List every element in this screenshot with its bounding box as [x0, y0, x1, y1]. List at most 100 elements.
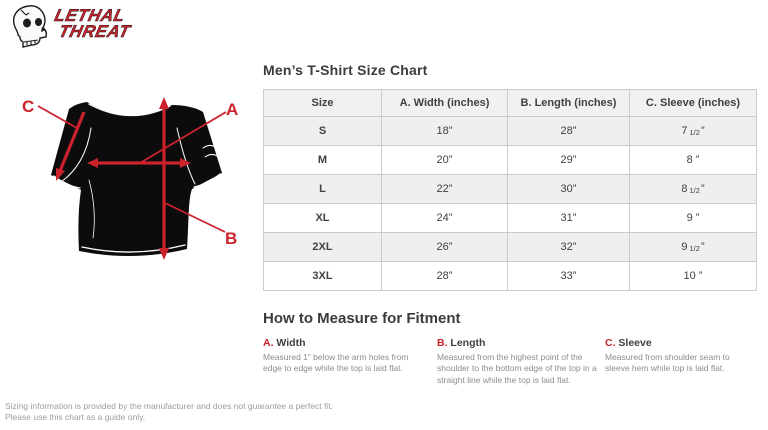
diagram-labels: A B C [22, 97, 238, 248]
measure-item-heading: C. Sleeve [605, 337, 756, 349]
size-value: 3XL [263, 261, 382, 291]
bottom-hem-line [81, 244, 186, 253]
length-value: 32” [507, 232, 630, 262]
measure-guide-columns: A. Width Measured 1” below the arm holes… [263, 337, 756, 386]
brand-wordmark: LETHAL THREAT [49, 6, 135, 41]
measure-item-letter: B. [437, 337, 448, 349]
sleeve-whole: 10 [683, 270, 696, 282]
table-row-m: M 20” 29” 8” [263, 145, 757, 175]
size-value: S [263, 116, 382, 146]
width-value: 18” [381, 116, 508, 146]
width-value: 26” [381, 232, 508, 262]
measure-item-letter: A. [263, 337, 274, 349]
table-row-2xl: 2XL 26” 32” 9 1/2” [263, 232, 757, 262]
collar-back-line [99, 99, 161, 106]
column-header-size: Size [263, 89, 382, 117]
size-chart-table: Size A. Width (inches) B. Length (inches… [263, 89, 757, 291]
sleeve-whole: 8 [686, 154, 693, 166]
measure-item-length: B. Length Measured from the highest poin… [437, 337, 605, 386]
sleeve-value: 9 1/2” [629, 232, 757, 262]
sleeve-value: 8” [629, 145, 757, 175]
label-b: B [225, 229, 237, 248]
sleeve-fraction: 1/2 [689, 128, 700, 137]
measure-item-sleeve: C. Sleeve Measured from shoulder seam to… [605, 337, 756, 386]
body-fold-line [88, 179, 95, 239]
skull-eye-right [35, 18, 42, 26]
sleeve-whole: 9 [681, 241, 688, 253]
size-value: M [263, 145, 382, 175]
sleeve-value: 9” [629, 203, 757, 233]
size-value: L [263, 174, 382, 204]
width-arrowhead-left [87, 158, 98, 168]
width-value: 22” [381, 174, 508, 204]
length-value: 28” [507, 116, 630, 146]
left-sleeve-seam-line [60, 127, 92, 183]
skull-icon [12, 5, 48, 48]
width-value: 24” [381, 203, 508, 233]
sleeve-whole: 9 [686, 212, 693, 224]
sleeve-unit: ” [700, 183, 705, 195]
measure-item-letter: C. [605, 337, 616, 349]
label-a: A [226, 100, 238, 119]
disclaimer-line2: Please use this chart as a guide only. [5, 412, 146, 423]
tshirt-body [51, 102, 222, 257]
sleeve-unit: ” [700, 241, 705, 253]
disclaimer-line1: Sizing information is provided by the ma… [5, 401, 333, 411]
label-c: C [22, 97, 34, 116]
content-column: Men’s T-Shirt Size Chart Size A. Width (… [263, 62, 757, 386]
measure-item-width: A. Width Measured 1” below the arm holes… [263, 337, 437, 386]
sleeve-arrowhead [56, 168, 65, 181]
brand-line2: THREAT [57, 21, 133, 41]
sleeve-value: 8 1/2” [629, 174, 757, 204]
width-arrowhead-right [180, 158, 191, 168]
length-value: 29” [507, 145, 630, 175]
size-value: 2XL [263, 232, 382, 262]
tshirt-measurement-diagram: A B C [22, 97, 238, 260]
skull-nose [41, 27, 46, 32]
column-header-sleeve: C. Sleeve (inches) [629, 89, 757, 117]
sleeve-fold-lines [202, 144, 221, 160]
length-value: 33” [507, 261, 630, 291]
measure-item-description: Measured from shoulder seam to sleeve he… [605, 352, 730, 374]
sleeve-unit: ” [698, 270, 703, 282]
right-sleeve-hem-line [193, 173, 221, 188]
brand-logo: LETHAL THREAT [8, 4, 132, 50]
measure-item-heading: A. Width [263, 337, 437, 349]
tshirt-detail-lines [53, 99, 221, 253]
sleeve-arrow-line [56, 111, 86, 177]
measure-item-name: Width [276, 337, 306, 349]
table-row-s: S 18” 28” 7 1/2” [263, 116, 757, 146]
measure-item-description: Measured from the highest point of the s… [437, 352, 597, 385]
sleeve-fraction: 1/2 [689, 244, 700, 253]
sleeve-unit: ” [695, 154, 700, 166]
sleeve-unit: ” [695, 212, 700, 224]
length-arrowhead-bottom [159, 248, 169, 260]
measure-item-heading: B. Length [437, 337, 605, 349]
sleeve-unit: ” [700, 125, 705, 137]
page-title: Men’s T-Shirt Size Chart [263, 62, 428, 78]
length-value: 30” [507, 174, 630, 204]
measure-guide-title: How to Measure for Fitment [263, 310, 461, 327]
label-c-pointer-line [37, 105, 78, 129]
collar-inner-line [97, 104, 163, 114]
table-header-row: Size A. Width (inches) B. Length (inches… [263, 89, 757, 117]
measure-item-name: Length [450, 337, 486, 349]
measure-item-name: Sleeve [618, 337, 652, 349]
sizing-disclaimer: Sizing information is provided by the ma… [5, 401, 333, 424]
sleeve-value: 7 1/2” [629, 116, 757, 146]
sleeve-fraction: 1/2 [689, 186, 700, 195]
sleeve-whole: 8 [681, 183, 688, 195]
table-row-3xl: 3XL 28” 33” 10” [263, 261, 757, 291]
size-value: XL [263, 203, 382, 233]
label-a-pointer-line [139, 111, 227, 164]
measure-item-description: Measured 1” below the arm holes from edg… [263, 352, 409, 374]
label-b-pointer-line [162, 201, 226, 233]
table-row-l: L 22” 30” 8 1/2” [263, 174, 757, 204]
skull-outline [12, 5, 48, 48]
width-value: 20” [381, 145, 508, 175]
measurement-arrows [37, 97, 227, 260]
table-row-xl: XL 24” 31” 9” [263, 203, 757, 233]
length-value: 31” [507, 203, 630, 233]
skull-teeth-and-cracks [20, 9, 39, 45]
